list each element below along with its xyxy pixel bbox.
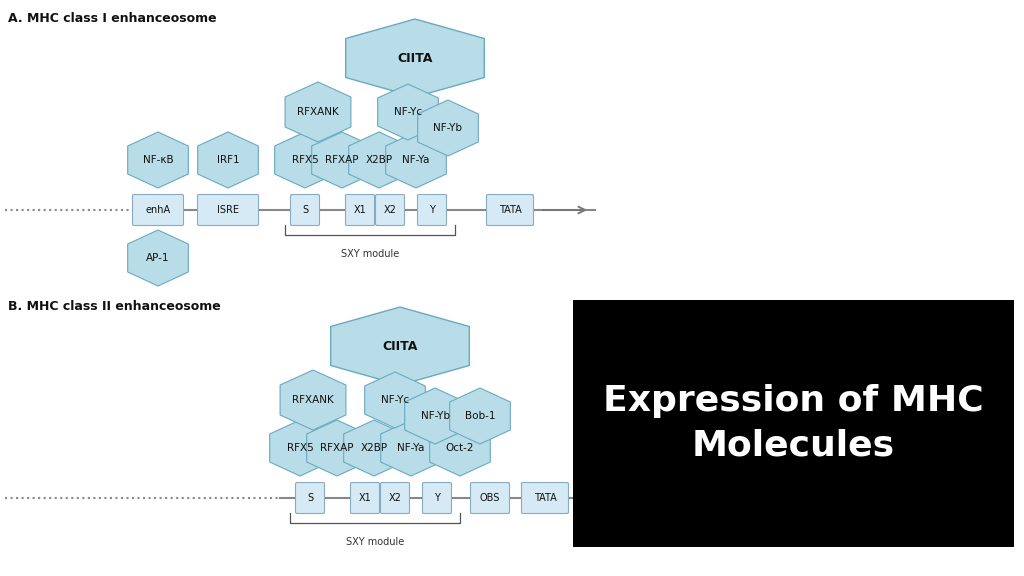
- Text: NF-Ya: NF-Ya: [397, 443, 425, 453]
- Text: RFX5: RFX5: [287, 443, 313, 453]
- FancyBboxPatch shape: [291, 195, 319, 225]
- Polygon shape: [128, 132, 188, 188]
- Polygon shape: [381, 420, 441, 476]
- Polygon shape: [344, 420, 404, 476]
- Text: RFXANK: RFXANK: [297, 107, 339, 117]
- Text: X2: X2: [388, 493, 401, 503]
- Text: Expression of MHC
Molecules: Expression of MHC Molecules: [603, 384, 984, 463]
- Text: X1: X1: [353, 205, 367, 215]
- Text: NF-Yb: NF-Yb: [433, 123, 463, 133]
- Text: Y: Y: [434, 493, 440, 503]
- Polygon shape: [128, 230, 188, 286]
- FancyBboxPatch shape: [345, 195, 375, 225]
- Text: A. MHC class I enhanceosome: A. MHC class I enhanceosome: [8, 12, 217, 25]
- Text: RFXAP: RFXAP: [321, 443, 353, 453]
- FancyBboxPatch shape: [521, 483, 568, 513]
- Polygon shape: [307, 420, 368, 476]
- Text: AP-1: AP-1: [146, 253, 170, 263]
- Text: B. MHC class II enhanceosome: B. MHC class II enhanceosome: [8, 300, 221, 313]
- Text: NF-Ya: NF-Ya: [402, 155, 430, 165]
- Polygon shape: [450, 388, 510, 444]
- Polygon shape: [349, 132, 410, 188]
- Polygon shape: [378, 84, 438, 140]
- Text: TATA: TATA: [499, 205, 521, 215]
- FancyBboxPatch shape: [470, 483, 510, 513]
- Text: ISRE: ISRE: [217, 205, 239, 215]
- Text: enhA: enhA: [145, 205, 171, 215]
- Text: NF-Yc: NF-Yc: [381, 395, 409, 405]
- Polygon shape: [331, 307, 469, 385]
- Polygon shape: [404, 388, 465, 444]
- Polygon shape: [386, 132, 446, 188]
- Polygon shape: [281, 370, 346, 430]
- Polygon shape: [274, 132, 335, 188]
- Polygon shape: [285, 82, 351, 142]
- Polygon shape: [430, 420, 490, 476]
- FancyBboxPatch shape: [132, 195, 183, 225]
- Text: IRF1: IRF1: [217, 155, 240, 165]
- Text: S: S: [307, 493, 313, 503]
- Polygon shape: [418, 100, 478, 156]
- Polygon shape: [269, 420, 331, 476]
- FancyBboxPatch shape: [486, 195, 534, 225]
- FancyBboxPatch shape: [198, 195, 258, 225]
- Polygon shape: [346, 19, 484, 97]
- Polygon shape: [365, 372, 425, 428]
- Text: SXY module: SXY module: [341, 249, 399, 259]
- FancyBboxPatch shape: [296, 483, 325, 513]
- Text: RFX5: RFX5: [292, 155, 318, 165]
- Text: S: S: [302, 205, 308, 215]
- Polygon shape: [311, 132, 373, 188]
- Text: Oct-2: Oct-2: [445, 443, 474, 453]
- FancyBboxPatch shape: [376, 195, 404, 225]
- Text: CIITA: CIITA: [397, 51, 433, 65]
- Text: X2: X2: [384, 205, 396, 215]
- Text: Bob-1: Bob-1: [465, 411, 496, 421]
- Text: NF-κB: NF-κB: [142, 155, 173, 165]
- Text: X2BP: X2BP: [360, 443, 387, 453]
- Text: X2BP: X2BP: [366, 155, 392, 165]
- Polygon shape: [198, 132, 258, 188]
- Text: CIITA: CIITA: [382, 339, 418, 353]
- Text: OBS: OBS: [480, 493, 500, 503]
- Text: RFXANK: RFXANK: [292, 395, 334, 405]
- FancyBboxPatch shape: [564, 297, 1023, 550]
- FancyBboxPatch shape: [350, 483, 380, 513]
- Text: NF-Yb: NF-Yb: [421, 411, 450, 421]
- Text: NF-Yc: NF-Yc: [394, 107, 422, 117]
- Text: RFXAP: RFXAP: [326, 155, 358, 165]
- Text: Y: Y: [429, 205, 435, 215]
- Text: SXY module: SXY module: [346, 537, 404, 547]
- Text: X1: X1: [358, 493, 372, 503]
- FancyBboxPatch shape: [418, 195, 446, 225]
- Text: TATA: TATA: [534, 493, 556, 503]
- FancyBboxPatch shape: [381, 483, 410, 513]
- FancyBboxPatch shape: [423, 483, 452, 513]
